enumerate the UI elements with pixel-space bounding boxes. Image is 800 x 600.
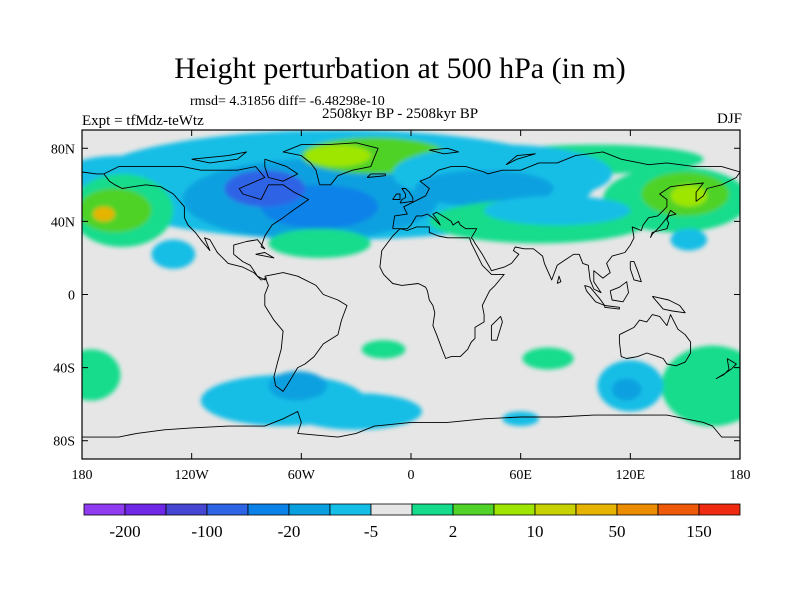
lon-tick-label: 0 <box>408 468 415 483</box>
coastline <box>282 142 379 186</box>
lon-tick-label: 120W <box>175 468 210 483</box>
lon-tick-label: 60E <box>509 468 532 483</box>
colorbar-swatch <box>575 503 618 516</box>
colorbar-label: 50 <box>609 522 626 541</box>
lat-tick-label: 0 <box>68 289 75 304</box>
colorbar-swatch <box>411 503 454 516</box>
field-contour-region <box>224 170 305 207</box>
coastline <box>392 151 740 229</box>
field-contour-region <box>268 371 327 401</box>
colorbar-label: -20 <box>278 522 301 541</box>
coastline <box>82 411 740 438</box>
colorbar-swatch <box>370 503 413 516</box>
coastline <box>715 358 737 380</box>
height-field <box>82 130 740 459</box>
page-title: Height perturbation at 500 hPa (in m) <box>174 52 626 85</box>
coastline <box>618 314 692 367</box>
colorbar-swatch <box>247 503 290 516</box>
field-contour-region <box>361 340 406 359</box>
colorbar-swatch <box>616 503 659 516</box>
field-contour-region <box>670 184 708 207</box>
field-contour-region <box>304 144 371 167</box>
coastline <box>366 173 386 178</box>
colorbar-label: 10 <box>527 522 544 541</box>
coastline <box>392 171 740 294</box>
colorbar-swatch <box>124 503 167 516</box>
coastline <box>191 151 247 164</box>
experiment-label: Expt = tfMdz-teWtz <box>82 113 204 129</box>
coastline <box>609 281 629 303</box>
colorbar-swatch <box>698 503 741 516</box>
coastline <box>629 261 642 283</box>
lon-tick-label: 120E <box>616 468 646 483</box>
colorbar-swatch <box>329 503 372 516</box>
time-range-label: 2508kyr BP - 2508kyr BP <box>322 106 479 122</box>
coastline <box>651 295 686 314</box>
lat-tick-label: 40S <box>53 362 75 377</box>
coastline <box>264 272 348 392</box>
colorbar-swatch <box>534 503 577 516</box>
field-contour-region <box>151 239 196 269</box>
season-label: DJF <box>716 111 742 127</box>
colorbar-swatch <box>83 503 126 516</box>
coastline <box>604 305 620 310</box>
coastline <box>255 252 275 259</box>
coastline <box>379 226 505 359</box>
colorbar-label: -200 <box>109 522 140 541</box>
stats-label: rmsd= 4.31856 diff= -6.48298e-10 <box>190 94 385 109</box>
colorbar-swatch <box>288 503 331 516</box>
lat-tick-label: 80N <box>51 142 75 157</box>
field-contour-region <box>414 170 554 207</box>
field-contour-region <box>290 393 422 430</box>
field-contour-region <box>612 378 642 401</box>
field-contour-region <box>661 345 740 427</box>
colorbar-label: -100 <box>191 522 222 541</box>
coastline <box>264 158 299 182</box>
colorbar-swatch <box>165 503 208 516</box>
lon-tick-label: 180 <box>730 468 751 483</box>
field-contour-region <box>82 349 121 401</box>
field-contour-region <box>82 188 152 233</box>
colorbar-swatch <box>206 503 249 516</box>
field-contour-region <box>484 195 631 226</box>
coastline <box>556 275 562 284</box>
colorbar-label: 150 <box>686 522 712 541</box>
colorbar-label: 2 <box>449 522 458 541</box>
lon-tick-label: 60W <box>288 468 316 483</box>
lon-tick-label: 180 <box>72 468 93 483</box>
coastline <box>399 188 414 204</box>
coastline <box>649 209 677 239</box>
field-contour-region <box>92 206 115 222</box>
colorbar-swatch <box>452 503 495 516</box>
colorbar-swatch <box>657 503 700 516</box>
coastline <box>429 147 459 155</box>
lat-tick-label: 40N <box>51 215 75 230</box>
coastline <box>490 315 503 341</box>
colorbar-swatch <box>493 503 536 516</box>
coastline <box>82 171 104 175</box>
coastline <box>505 153 536 166</box>
axis-ticks: 180 120W 60W 0 60E 120E 180 80N 40N 0 40S 80S <box>51 130 751 483</box>
field-contour-region <box>670 228 708 251</box>
colorbar: -200 -100 -20 -5 2 10 50 150 <box>83 503 741 541</box>
field-contour-region <box>522 347 574 370</box>
coastline <box>103 166 310 281</box>
coastline <box>392 193 401 200</box>
coastlines <box>82 142 740 438</box>
field-contour-region <box>268 228 371 258</box>
colorbar-label: -5 <box>364 522 378 541</box>
lat-tick-label: 80S <box>53 435 75 450</box>
field-contour-region <box>502 411 539 427</box>
